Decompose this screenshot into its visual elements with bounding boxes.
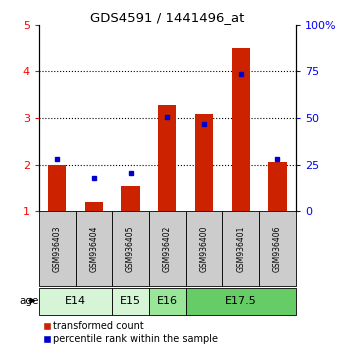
Text: E14: E14 — [65, 296, 86, 306]
Bar — [76, 211, 112, 286]
Bar — [39, 211, 76, 286]
Bar — [268, 162, 287, 211]
Text: GSM936405: GSM936405 — [126, 225, 135, 272]
Legend: transformed count, percentile rank within the sample: transformed count, percentile rank withi… — [44, 321, 218, 344]
Bar — [186, 211, 222, 286]
Text: GSM936402: GSM936402 — [163, 225, 172, 272]
Text: age: age — [20, 296, 39, 306]
Bar — [48, 165, 66, 211]
Text: GSM936406: GSM936406 — [273, 225, 282, 272]
Bar — [158, 105, 176, 211]
Bar — [149, 211, 186, 286]
Bar — [186, 287, 296, 315]
Text: GSM936401: GSM936401 — [236, 225, 245, 272]
Text: E17.5: E17.5 — [225, 296, 257, 306]
Bar — [85, 202, 103, 211]
Bar — [149, 287, 186, 315]
Text: GSM936400: GSM936400 — [199, 225, 209, 272]
Text: GSM936403: GSM936403 — [53, 225, 62, 272]
Text: E15: E15 — [120, 296, 141, 306]
Bar — [232, 48, 250, 211]
Bar — [259, 211, 296, 286]
Bar — [222, 211, 259, 286]
Bar — [39, 287, 112, 315]
Title: GDS4591 / 1441496_at: GDS4591 / 1441496_at — [90, 11, 244, 24]
Bar — [112, 211, 149, 286]
Bar — [121, 186, 140, 211]
Bar — [112, 287, 149, 315]
Bar — [195, 114, 213, 211]
Text: E16: E16 — [157, 296, 178, 306]
Text: GSM936404: GSM936404 — [90, 225, 98, 272]
